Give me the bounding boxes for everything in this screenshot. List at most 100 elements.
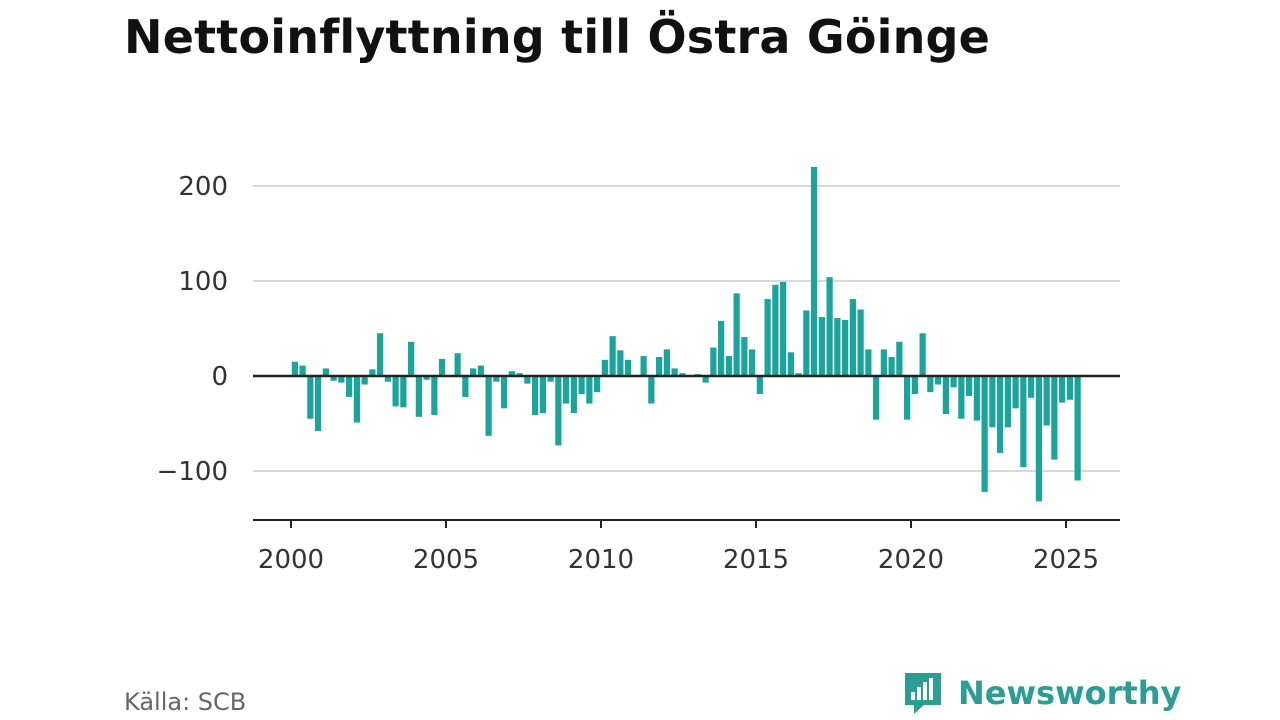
bar bbox=[935, 376, 942, 385]
bar bbox=[369, 369, 376, 376]
bar bbox=[749, 349, 756, 376]
bar bbox=[927, 376, 934, 393]
bar bbox=[423, 376, 430, 380]
bar bbox=[679, 373, 686, 376]
bar bbox=[826, 277, 833, 376]
bar bbox=[787, 352, 794, 376]
x-tick-label: 2025 bbox=[1033, 545, 1099, 575]
bar bbox=[671, 368, 678, 376]
bar bbox=[539, 376, 546, 414]
bar bbox=[361, 376, 368, 385]
bar bbox=[865, 349, 872, 376]
bar bbox=[493, 376, 500, 382]
bar bbox=[299, 365, 306, 376]
y-tick-label: 200 bbox=[178, 172, 228, 202]
bar bbox=[415, 376, 422, 417]
bar bbox=[384, 376, 391, 382]
bar bbox=[1059, 376, 1066, 403]
bar bbox=[911, 376, 918, 395]
y-tick-label: 0 bbox=[211, 362, 228, 392]
bar bbox=[772, 284, 779, 376]
bar bbox=[508, 371, 515, 376]
gridlines bbox=[253, 185, 1120, 472]
bar bbox=[663, 349, 670, 376]
axes bbox=[253, 374, 1120, 528]
bar bbox=[896, 341, 903, 376]
bar bbox=[795, 373, 802, 376]
bar bbox=[322, 368, 329, 376]
bar bbox=[586, 376, 593, 404]
bar bbox=[842, 319, 849, 376]
x-tick-label: 2005 bbox=[413, 545, 479, 575]
y-axis-labels: −100 0 100 200 bbox=[157, 172, 228, 487]
bar bbox=[741, 337, 748, 376]
bar bbox=[570, 376, 577, 414]
bar bbox=[462, 376, 469, 397]
newsworthy-logo-icon bbox=[905, 673, 941, 714]
bar bbox=[718, 320, 725, 376]
bar bbox=[408, 341, 415, 376]
bar bbox=[725, 356, 732, 376]
bar bbox=[710, 347, 717, 376]
bar bbox=[981, 376, 988, 492]
x-tick-label: 2000 bbox=[258, 545, 324, 575]
brand-name: Newsworthy bbox=[958, 674, 1182, 712]
bar bbox=[648, 376, 655, 404]
bar bbox=[330, 376, 337, 381]
bar bbox=[818, 317, 825, 376]
bar bbox=[958, 376, 965, 419]
bar bbox=[431, 376, 438, 415]
bar bbox=[477, 365, 484, 376]
bar bbox=[880, 349, 887, 376]
bar bbox=[346, 376, 353, 397]
bar-chart: −100 0 100 200 2000 2005 2010 2015 2020 2025 bbox=[157, 167, 1120, 575]
bar bbox=[702, 376, 709, 383]
bar bbox=[811, 167, 818, 376]
bar bbox=[942, 376, 949, 414]
bar bbox=[307, 376, 314, 419]
x-tick-label: 2015 bbox=[723, 545, 789, 575]
bar bbox=[803, 310, 810, 376]
bar bbox=[609, 336, 616, 376]
bar bbox=[1066, 376, 1073, 400]
bar bbox=[834, 318, 841, 376]
bar bbox=[1035, 376, 1042, 502]
bar bbox=[640, 356, 647, 376]
bar bbox=[353, 376, 360, 423]
bar bbox=[501, 376, 508, 409]
bar bbox=[989, 376, 996, 428]
bar bbox=[338, 376, 345, 383]
bar bbox=[849, 299, 856, 376]
x-tick-label: 2020 bbox=[878, 545, 944, 575]
bar bbox=[904, 376, 911, 420]
bar bbox=[400, 376, 407, 408]
bar bbox=[625, 359, 632, 376]
bar bbox=[617, 350, 624, 376]
bar bbox=[919, 333, 926, 376]
bar bbox=[291, 361, 298, 376]
bars bbox=[291, 167, 1081, 502]
bar bbox=[780, 281, 787, 376]
bar bbox=[888, 357, 895, 376]
bar bbox=[392, 376, 399, 407]
bar bbox=[516, 373, 523, 376]
bar bbox=[594, 376, 601, 393]
bar bbox=[756, 376, 763, 395]
bar bbox=[973, 376, 980, 421]
bar bbox=[997, 376, 1004, 453]
bar bbox=[377, 333, 384, 376]
bar bbox=[950, 376, 957, 388]
bar bbox=[733, 293, 740, 376]
bar bbox=[578, 376, 585, 395]
bar bbox=[1004, 376, 1011, 428]
bar bbox=[1020, 376, 1027, 468]
brand-logo[interactable]: Newsworthy bbox=[902, 670, 1181, 716]
y-tick-label: 100 bbox=[178, 267, 228, 297]
bar bbox=[315, 376, 322, 432]
chart-title: Nettoinflyttning till Östra Göinge bbox=[124, 10, 991, 64]
bar bbox=[1043, 376, 1050, 426]
bar bbox=[524, 376, 531, 384]
bar bbox=[485, 376, 492, 436]
bar bbox=[764, 299, 771, 376]
bar bbox=[547, 376, 554, 382]
